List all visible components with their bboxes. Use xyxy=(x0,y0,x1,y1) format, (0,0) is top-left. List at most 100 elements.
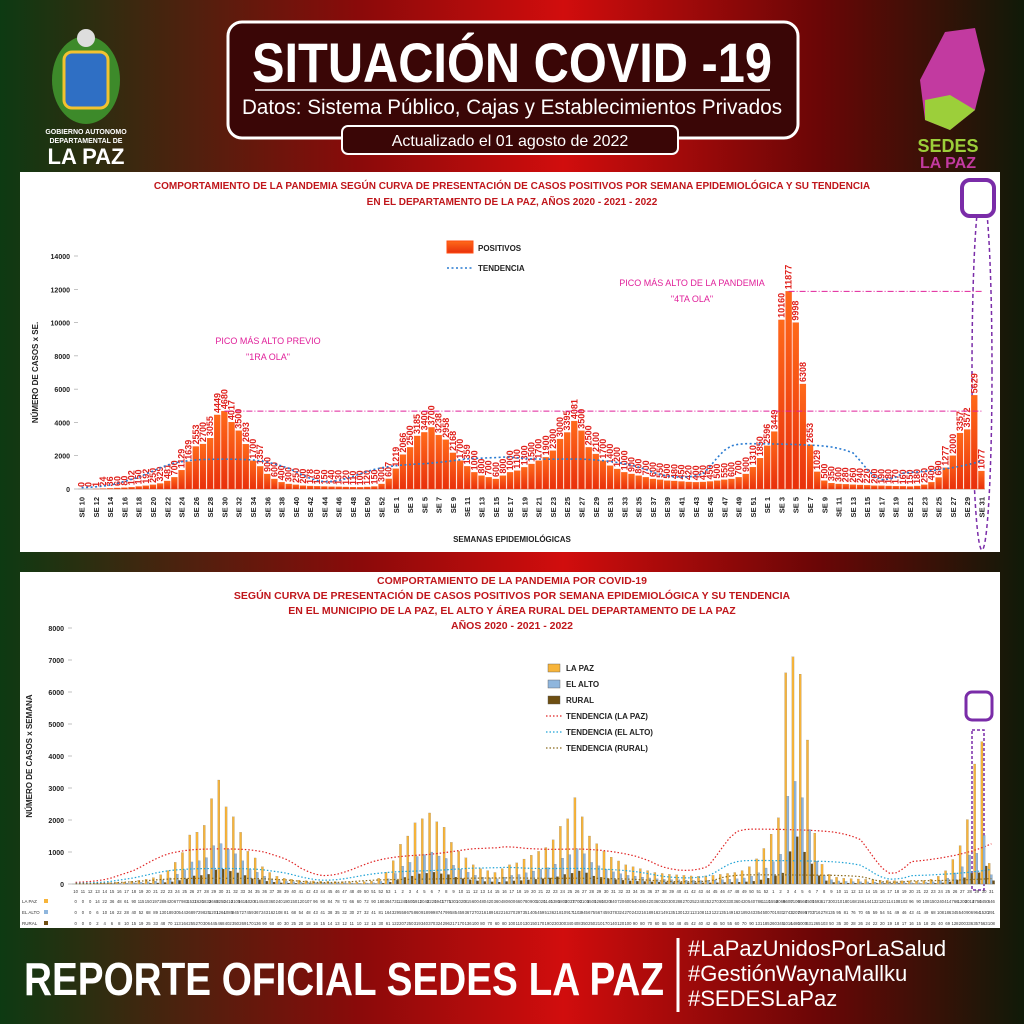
bar xyxy=(399,844,402,885)
data-label: 180 xyxy=(884,469,894,484)
header-title: SITUACIÓN COVID -19 xyxy=(252,31,772,94)
table-value: 631 xyxy=(806,921,814,926)
x-tick-label: 50 xyxy=(364,889,369,894)
data-label: 2653 xyxy=(805,423,815,443)
bar xyxy=(876,883,879,885)
bar xyxy=(963,877,966,885)
bar xyxy=(537,851,540,885)
bar xyxy=(854,883,857,885)
logo-text: LA PAZ xyxy=(920,155,976,172)
x-tick-label: 51 xyxy=(756,889,761,894)
table-value: 0 xyxy=(82,921,85,926)
x-tick-label: SE 19 xyxy=(892,497,901,517)
bar xyxy=(764,445,771,490)
bar xyxy=(646,870,649,885)
table-value: 917 xyxy=(566,910,574,915)
table-value: 69 xyxy=(945,921,950,926)
table-value: 90 xyxy=(262,921,267,926)
x-tick-label: 42 xyxy=(306,889,311,894)
bar xyxy=(832,882,835,885)
x-tick-label: SE 11 xyxy=(835,497,844,517)
bar xyxy=(697,876,700,885)
x-tick-label: 28 xyxy=(589,889,594,894)
x-tick-label: 20 xyxy=(146,889,151,894)
bar xyxy=(452,865,455,885)
bar xyxy=(297,880,300,885)
x-tick-label: 30 xyxy=(982,889,987,894)
bar xyxy=(379,881,383,885)
bar xyxy=(575,848,579,885)
x-tick-label: 21 xyxy=(916,889,921,894)
bar xyxy=(408,862,412,885)
table-value: 2700 xyxy=(572,899,582,904)
table-value: 45 xyxy=(713,921,718,926)
data-label: 1077 xyxy=(976,449,986,469)
y-tick-label: 2000 xyxy=(48,818,64,825)
data-label: 2168 xyxy=(448,431,458,451)
data-label: 1700 xyxy=(534,439,544,459)
x-tick-label: 13 xyxy=(858,889,863,894)
table-value: 108 xyxy=(697,910,705,915)
table-value: 3750 xyxy=(972,899,982,904)
x-tick-label: 6 xyxy=(809,889,812,894)
table-value: 96 xyxy=(313,899,318,904)
table-value: 716 xyxy=(813,910,821,915)
updated-date: Actualizado el 01 agosto de 2022 xyxy=(392,133,629,150)
table-value: 0 xyxy=(82,899,85,904)
bar xyxy=(471,472,478,490)
table-row-label: RURAL xyxy=(22,921,38,926)
bar xyxy=(546,867,550,885)
logo-text: DEPARTAMENTAL DE xyxy=(50,138,123,145)
bar xyxy=(641,877,644,885)
left-logo: GOBIERNO AUTONOMO DEPARTAMENTAL DE LA PA… xyxy=(45,29,127,169)
data-label: 1850 xyxy=(755,436,765,456)
bar xyxy=(660,873,664,885)
bar xyxy=(166,870,170,885)
table-value: 46 xyxy=(902,910,907,915)
header-subtitle: Datos: Sistema Público, Cajas y Establec… xyxy=(242,96,782,119)
data-label: 1029 xyxy=(812,450,822,470)
table-value: 43 xyxy=(909,910,914,915)
bar xyxy=(668,874,671,885)
table-value: 30 xyxy=(349,910,354,915)
bar xyxy=(499,475,507,490)
table-value: 1380 xyxy=(551,899,561,904)
bar xyxy=(971,395,978,490)
data-label: 400 xyxy=(277,465,287,480)
x-tick-label: 52 xyxy=(764,889,769,894)
x-tick-label: 18 xyxy=(517,889,522,894)
bar xyxy=(258,879,261,885)
x-tick-label: 19 xyxy=(524,889,529,894)
bar xyxy=(631,866,635,885)
table-value: 1085 xyxy=(224,910,234,915)
table-value: 1943 xyxy=(434,899,444,904)
x-tick-label: SE 15 xyxy=(863,497,872,517)
x-tick-label: SE 40 xyxy=(292,497,301,517)
table-value: 360 xyxy=(654,899,662,904)
bar xyxy=(799,674,802,885)
table-value: 0 xyxy=(89,921,92,926)
bar xyxy=(791,656,795,885)
x-tick-label: SE 47 xyxy=(720,497,729,517)
data-label: 36 xyxy=(105,476,115,486)
table-value: 0 xyxy=(89,910,92,915)
table-value: 43 xyxy=(313,910,318,915)
table-value: 150 xyxy=(930,899,938,904)
bar xyxy=(232,816,235,885)
bar xyxy=(679,882,683,885)
table-value: 68 xyxy=(291,910,296,915)
table-value: 10 xyxy=(357,921,362,926)
table-value: 2100 xyxy=(580,899,590,904)
x-tick-label: 50 xyxy=(749,889,754,894)
table-value: 983 xyxy=(181,899,189,904)
table-value: 459 xyxy=(537,910,545,915)
bar xyxy=(978,470,985,490)
bar xyxy=(849,878,853,885)
bar xyxy=(242,444,249,490)
data-label: 3238 xyxy=(434,413,444,433)
bar xyxy=(902,882,906,885)
x-tick-label: SE 45 xyxy=(706,497,715,517)
data-label: 160 xyxy=(898,469,908,484)
table-value: 459 xyxy=(603,910,611,915)
bar xyxy=(199,443,207,490)
